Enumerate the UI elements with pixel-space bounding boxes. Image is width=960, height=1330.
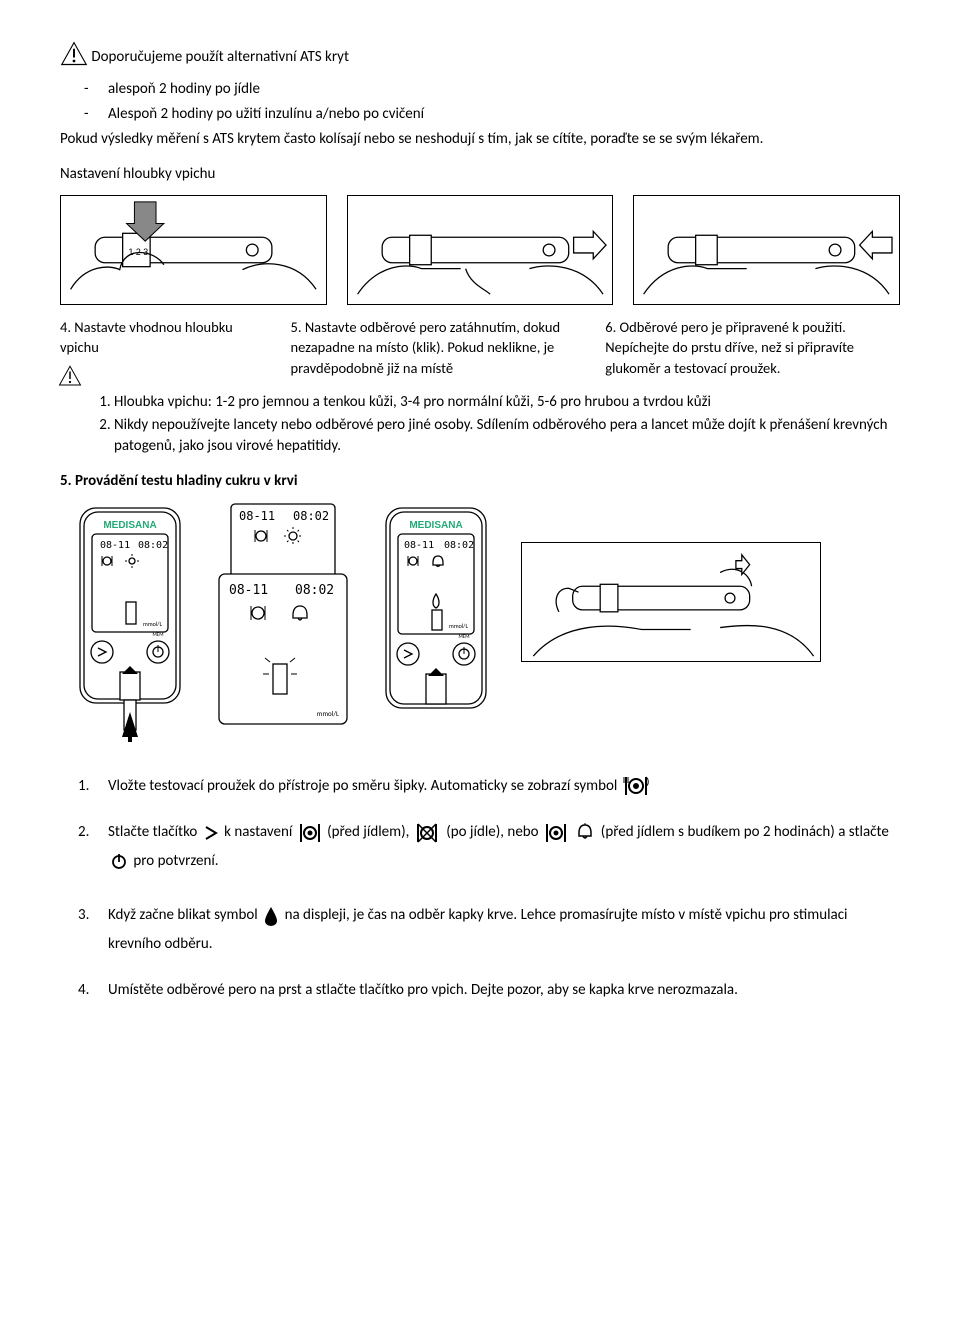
steps-list: 1. Vložte testovací proužek do přístroje… bbox=[60, 772, 900, 1005]
svg-text:08-11: 08-11 bbox=[404, 540, 434, 551]
bell-icon bbox=[575, 823, 595, 843]
step-3: 3. Když začne blikat symbol na displeji,… bbox=[78, 901, 900, 958]
bullet-1: alespoň 2 hodiny po jídle bbox=[60, 79, 900, 100]
bullet-2: Alespoň 2 hodiny po užití inzulínu a/neb… bbox=[60, 104, 900, 125]
step-1: 1. Vložte testovací proužek do přístroje… bbox=[78, 772, 900, 801]
cap-6: 6. Odběrové pero je připravené k použití… bbox=[605, 317, 900, 378]
after-meal-icon bbox=[415, 822, 441, 844]
svg-text:08:02: 08:02 bbox=[295, 583, 334, 598]
device-fig-1: MEDISANA 08-11 08:02 mmol/L MEM bbox=[72, 502, 187, 742]
svg-text:MEM: MEM bbox=[153, 632, 164, 638]
svg-text:08:02: 08:02 bbox=[293, 509, 329, 523]
step-4: 4. Umístěte odběrové pero na prst a stla… bbox=[78, 976, 900, 1005]
warning-icon-2 bbox=[58, 364, 82, 395]
depth-fig-5 bbox=[347, 195, 614, 305]
top-warning-line: Doporučujeme použít alternativní ATS kry… bbox=[60, 40, 900, 75]
svg-text:08-11: 08-11 bbox=[100, 540, 130, 551]
meal-icon-3 bbox=[544, 823, 568, 843]
svg-text:mmol/L: mmol/L bbox=[449, 622, 468, 630]
svg-text:08:02: 08:02 bbox=[444, 540, 474, 551]
section5-heading: 5. Provádění testu hladiny cukru v krvi bbox=[60, 471, 900, 492]
drop-icon bbox=[263, 906, 279, 926]
depth-figures: 1 2 3 bbox=[60, 195, 900, 305]
svg-text:MEM: MEM bbox=[459, 634, 470, 640]
cap-4: 4. Nastavte vhodnou hloubku vpichu bbox=[60, 317, 271, 378]
meal-icon bbox=[623, 775, 649, 797]
device-fig-2: 08-11 08:02 08-11 08:02 mmol/L bbox=[215, 502, 350, 732]
depth-fig-4: 1 2 3 bbox=[60, 195, 327, 305]
svg-text:MEDISANA: MEDISANA bbox=[103, 520, 156, 531]
depth-fig-6 bbox=[633, 195, 900, 305]
top-para: Pokud výsledky měření s ATS krytem často… bbox=[60, 129, 900, 150]
depth-captions: 4. Nastavte vhodnou hloubku vpichu 5. Na… bbox=[60, 317, 900, 378]
step-2: 2. Stlačte tlačítko k nastavení (před jí… bbox=[78, 818, 900, 875]
device-row: MEDISANA 08-11 08:02 mmol/L MEM 08-11 08… bbox=[72, 502, 900, 742]
meal-icon-2 bbox=[298, 823, 322, 843]
next-icon bbox=[203, 825, 219, 841]
hand-fig bbox=[521, 542, 821, 662]
svg-text:mmol/L: mmol/L bbox=[143, 620, 162, 628]
power-icon bbox=[110, 852, 128, 870]
cap-5: 5. Nastavte odběrové pero zatáhnutím, do… bbox=[291, 317, 586, 378]
svg-text:MEDISANA: MEDISANA bbox=[409, 520, 462, 531]
warning-icon bbox=[60, 40, 88, 75]
svg-text:08-11: 08-11 bbox=[229, 583, 268, 598]
note-2: Nikdy nepoužívejte lancety nebo odběrové… bbox=[114, 415, 900, 457]
svg-text:08-11: 08-11 bbox=[239, 509, 275, 523]
depth-heading: Nastavení hloubky vpichu bbox=[60, 164, 900, 185]
top-warn-text: Doporučujeme použít alternativní ATS kry… bbox=[91, 48, 349, 66]
device-fig-3: MEDISANA 08-11 08:02 mmol/L MEM bbox=[378, 502, 493, 722]
depth-notes: Hloubka vpichu: 1-2 pro jemnou a tenkou … bbox=[60, 392, 900, 457]
svg-text:08:02: 08:02 bbox=[138, 540, 168, 551]
note-1: Hloubka vpichu: 1-2 pro jemnou a tenkou … bbox=[114, 392, 900, 413]
svg-text:mmol/L: mmol/L bbox=[317, 709, 339, 718]
